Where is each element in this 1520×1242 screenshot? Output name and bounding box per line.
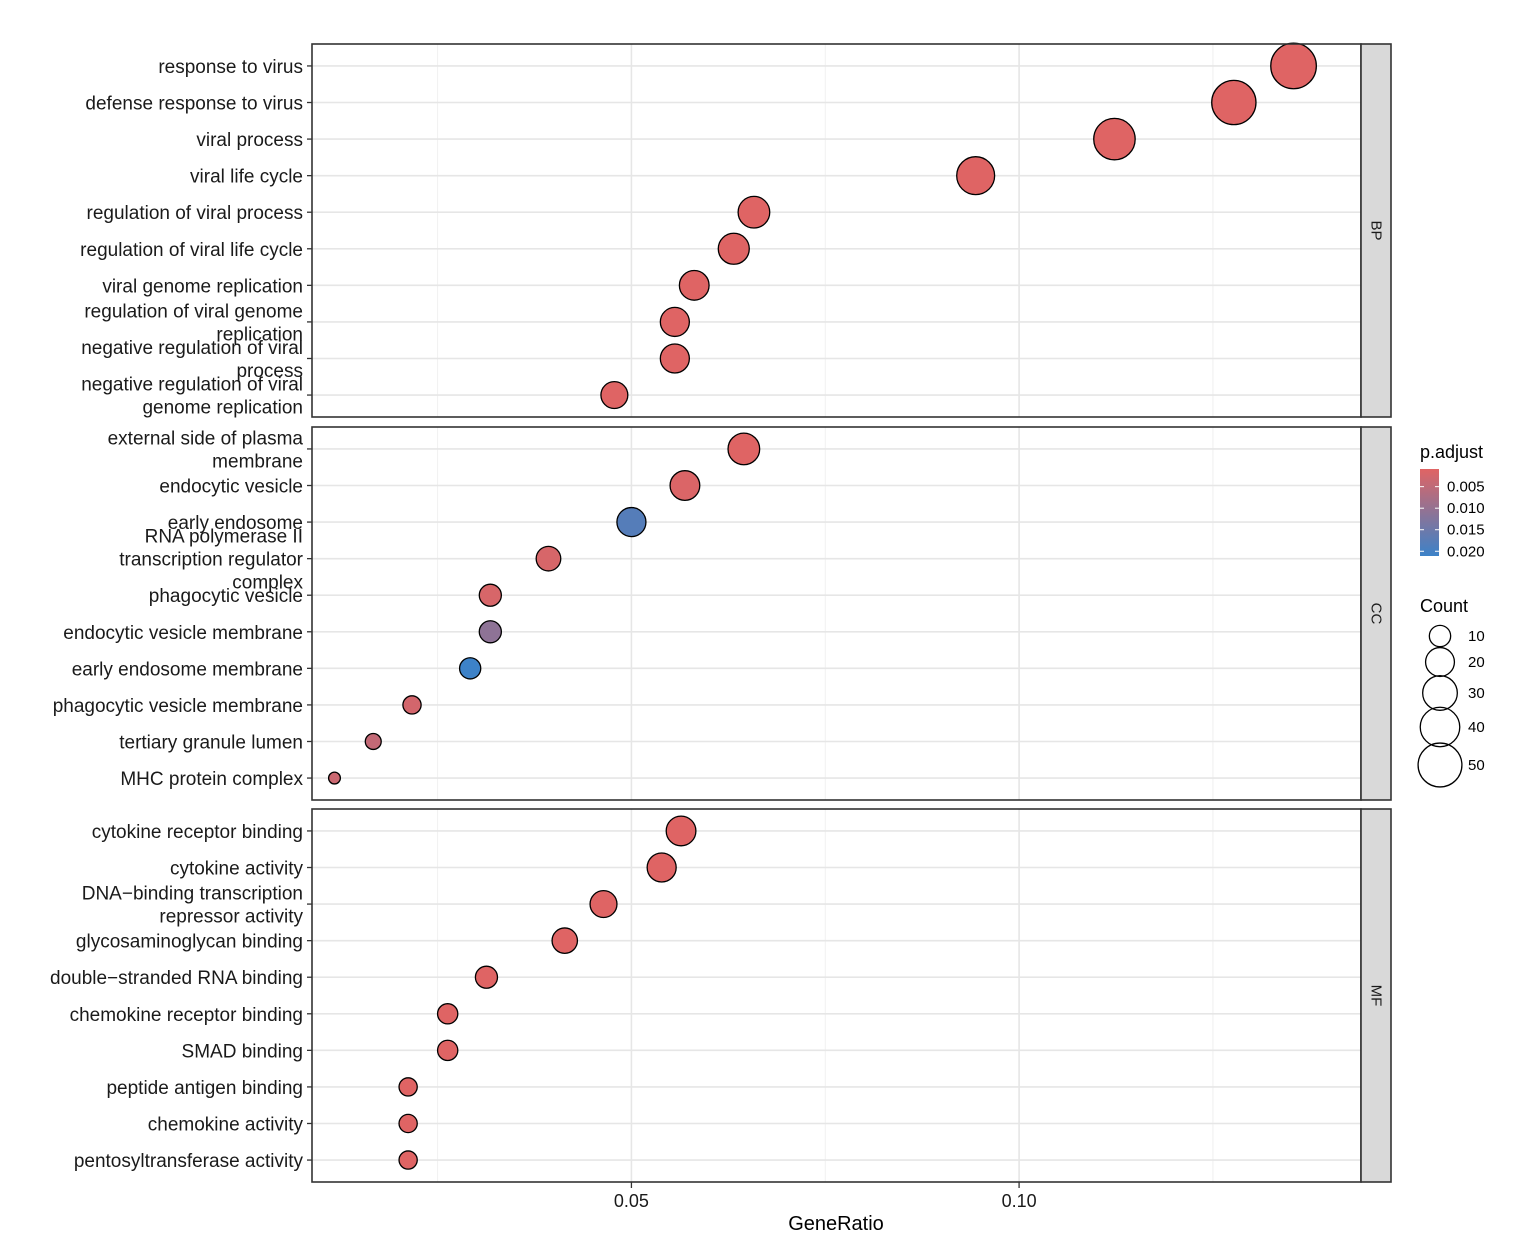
color-bar xyxy=(1420,469,1439,556)
data-point xyxy=(669,470,701,502)
data-point xyxy=(551,927,579,954)
data-point xyxy=(402,695,422,715)
y-tick-label: defense response to virus xyxy=(85,94,303,115)
color-legend-label: 0.020 xyxy=(1447,543,1485,560)
y-tick-label: MHC protein complex xyxy=(120,769,303,790)
data-point xyxy=(727,432,761,466)
y-tick-label: negative regulation of viral genome repli… xyxy=(81,375,303,419)
data-point xyxy=(665,815,697,847)
y-tick-label: regulation of viral life cycle xyxy=(80,240,303,261)
panel-background xyxy=(312,809,1361,1182)
color-legend-label: 0.010 xyxy=(1447,500,1485,517)
y-tick-label: response to virus xyxy=(158,57,303,78)
y-tick-label: chemokine receptor binding xyxy=(70,1005,303,1026)
y-tick-label: tertiary granule lumen xyxy=(119,732,303,753)
data-point xyxy=(364,732,382,751)
size-legend-key xyxy=(1422,675,1458,711)
data-point xyxy=(1270,42,1317,90)
y-tick-label: peptide antigen binding xyxy=(106,1078,303,1099)
data-point xyxy=(535,545,562,572)
size-legend-key xyxy=(1417,742,1463,788)
data-point xyxy=(458,657,482,680)
data-point xyxy=(1211,79,1257,126)
data-point xyxy=(398,1077,418,1097)
y-tick-label: glycosaminoglycan binding xyxy=(76,932,303,953)
y-tick-label: viral process xyxy=(196,130,303,151)
facet-strip-label: MF xyxy=(1368,985,1385,1007)
facet-cc: CC external side of plasma membrane endocyt… xyxy=(53,426,1392,801)
y-tick-label: viral genome replication xyxy=(102,276,303,297)
x-axis: 0.05 0.10 xyxy=(614,1182,1037,1211)
facet-bp: BP response to virus defense response to v… xyxy=(80,42,1392,419)
y-tick-label: cytokine activity xyxy=(170,859,304,880)
y-tick-label: pentosyltransferase activity xyxy=(74,1151,304,1172)
facet-strip xyxy=(1360,43,1392,418)
y-tick-label: double−stranded RNA binding xyxy=(50,968,303,989)
color-legend-label: 0.005 xyxy=(1447,479,1485,496)
panel-background xyxy=(312,427,1361,800)
data-point xyxy=(1093,117,1136,161)
y-tick-label: SMAD binding xyxy=(182,1041,303,1062)
data-point xyxy=(646,852,677,883)
data-point xyxy=(659,306,691,338)
color-legend-title: p.adjust xyxy=(1420,442,1483,462)
size-legend-label: 10 xyxy=(1468,628,1485,645)
data-point xyxy=(436,1003,459,1025)
facet-strip-label: CC xyxy=(1368,603,1385,625)
facet-strip xyxy=(1360,426,1392,801)
size-legend-label: 30 xyxy=(1468,685,1485,702)
size-legend-key xyxy=(1428,624,1452,648)
data-point xyxy=(678,269,710,301)
y-tick-label: cytokine receptor binding xyxy=(92,822,303,843)
facet-panels: BP response to virus defense response to v… xyxy=(50,42,1392,1183)
data-point xyxy=(589,889,618,919)
size-legend-key xyxy=(1419,706,1461,748)
y-tick-label: viral life cycle xyxy=(190,167,303,188)
y-tick-label: chemokine activity xyxy=(148,1114,304,1135)
color-legend-label: 0.015 xyxy=(1447,522,1485,539)
y-tick-label: negative regulation of viral process xyxy=(81,338,303,382)
panel-background xyxy=(312,44,1361,417)
size-legend-label: 40 xyxy=(1468,719,1485,736)
data-point xyxy=(478,583,503,607)
y-tick-label: RNA polymerase II transcription regulator… xyxy=(119,527,303,594)
x-tick-label: 0.10 xyxy=(1002,1191,1037,1211)
data-point xyxy=(717,232,750,265)
y-tick-label: DNA−binding transcription repressor activ… xyxy=(82,884,304,928)
data-point xyxy=(478,620,503,644)
data-point xyxy=(616,506,647,538)
x-axis-title: GeneRatio xyxy=(788,1213,884,1235)
data-point xyxy=(737,195,771,229)
y-tick-label: early endosome xyxy=(168,513,303,534)
data-point xyxy=(474,965,499,989)
size-legend-title: Count xyxy=(1420,596,1468,616)
y-tick-label: regulation of viral process xyxy=(87,203,304,224)
y-tick-label: phagocytic vesicle xyxy=(149,586,303,607)
y-tick-label: early endosome membrane xyxy=(72,659,303,680)
y-tick-label: regulation of viral genome replication xyxy=(84,301,303,345)
size-legend-label: 50 xyxy=(1468,757,1485,774)
y-tick-label: phagocytic vesicle membrane xyxy=(53,696,303,717)
facet-strip xyxy=(1360,808,1392,1183)
x-tick-label: 0.05 xyxy=(614,1191,649,1211)
data-point xyxy=(659,343,691,374)
data-point xyxy=(398,1113,418,1134)
facet-mf: MF cytokine receptor binding cytokine acti… xyxy=(50,808,1392,1183)
data-point xyxy=(436,1039,459,1062)
data-point xyxy=(600,380,629,410)
y-tick-label: endocytic vesicle membrane xyxy=(63,623,303,644)
size-legend-label: 20 xyxy=(1468,654,1485,671)
facet-strip-label: BP xyxy=(1368,220,1385,240)
data-point xyxy=(956,156,996,196)
y-tick-label: endocytic vesicle xyxy=(159,477,303,498)
data-point xyxy=(398,1150,418,1170)
data-point xyxy=(327,771,342,785)
y-tick-label: external side of plasma membrane xyxy=(108,428,304,472)
size-legend-key xyxy=(1424,646,1456,678)
